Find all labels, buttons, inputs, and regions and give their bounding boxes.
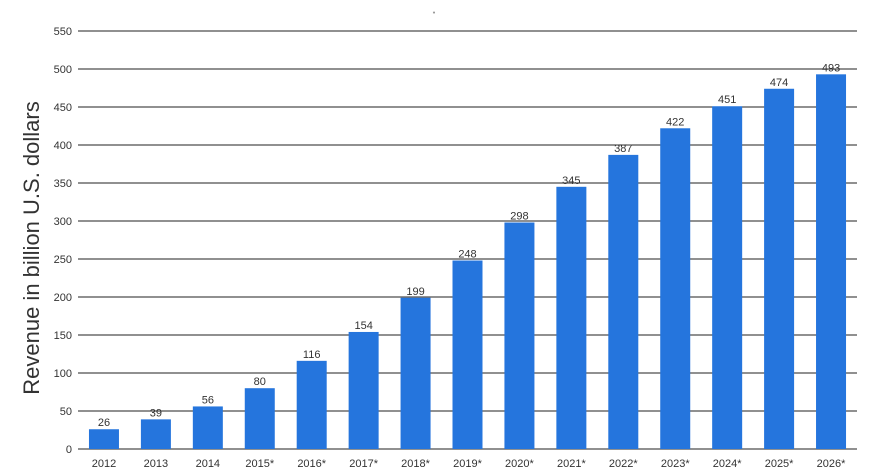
bars [88, 74, 847, 450]
bar [296, 360, 327, 449]
bar [452, 260, 483, 449]
x-tick-label: 2025* [765, 458, 794, 469]
data-label: 298 [510, 211, 528, 223]
data-label: 387 [614, 143, 632, 155]
x-tick-label: 2013 [144, 458, 168, 469]
bar [712, 106, 743, 450]
x-tick-label: 2014 [196, 458, 220, 469]
bar [88, 429, 119, 449]
y-tick-label: 400 [54, 140, 72, 152]
bar [660, 128, 691, 449]
y-tick-label: 50 [60, 406, 72, 418]
bar [244, 388, 275, 449]
x-tick-label: 2018* [401, 458, 430, 469]
x-tick-label: 2016* [297, 458, 326, 469]
data-label: 80 [254, 376, 266, 388]
y-tick-label: 350 [54, 178, 72, 190]
bar [816, 74, 847, 449]
y-tick-label: 250 [54, 254, 72, 266]
x-tick-label: 2024* [713, 458, 742, 469]
bar [608, 154, 639, 449]
data-label: 451 [718, 94, 736, 106]
data-label: 26 [98, 417, 110, 429]
x-tick-label: 2023* [661, 458, 690, 469]
data-label: 39 [150, 407, 162, 419]
data-label: 199 [406, 286, 424, 298]
bar [556, 186, 587, 450]
x-tick-labels: 2012 2013 2014 2015* 2016* 2017* 2018* 2019* 202… [92, 458, 846, 469]
x-tick-label: 2019* [453, 458, 482, 469]
data-label: 422 [666, 116, 684, 128]
bar [192, 406, 223, 449]
y-tick-label: 200 [54, 292, 72, 304]
y-tick-labels: 0 50 100 150 200 250 300 350 400 450 500 550 [54, 26, 72, 456]
x-tick-label: 2022* [609, 458, 638, 469]
x-tick-label: 2026* [817, 458, 846, 469]
y-tick-label: 300 [54, 216, 72, 228]
x-tick-label: 2012 [92, 458, 116, 469]
bar [764, 88, 795, 449]
y-tick-label: 550 [54, 26, 72, 38]
chart-header-mark: ˮ [433, 11, 436, 20]
data-label: 474 [770, 77, 788, 89]
x-tick-label: 2020* [505, 458, 534, 469]
data-label: 154 [354, 320, 372, 332]
y-tick-label: 450 [54, 102, 72, 114]
data-label: 345 [562, 175, 580, 187]
bar [400, 297, 431, 449]
data-label: 248 [458, 249, 476, 261]
data-label: 493 [822, 62, 840, 74]
y-axis-label: Revenue in billion U.S. dollars [19, 101, 44, 395]
x-tick-label: 2021* [557, 458, 586, 469]
data-label: 56 [202, 394, 214, 406]
x-tick-label: 2015* [245, 458, 274, 469]
y-tick-label: 150 [54, 330, 72, 342]
bar [504, 222, 535, 449]
bar [348, 331, 379, 449]
y-tick-label: 100 [54, 368, 72, 380]
y-tick-label: 500 [54, 64, 72, 76]
y-tick-label: 0 [66, 444, 72, 456]
bar [140, 419, 171, 449]
data-label: 116 [303, 349, 321, 361]
x-tick-label: 2017* [349, 458, 378, 469]
data-labels: 26 39 56 80 116 154 199 248 298 345 387 422 451 474 49… [98, 62, 840, 429]
